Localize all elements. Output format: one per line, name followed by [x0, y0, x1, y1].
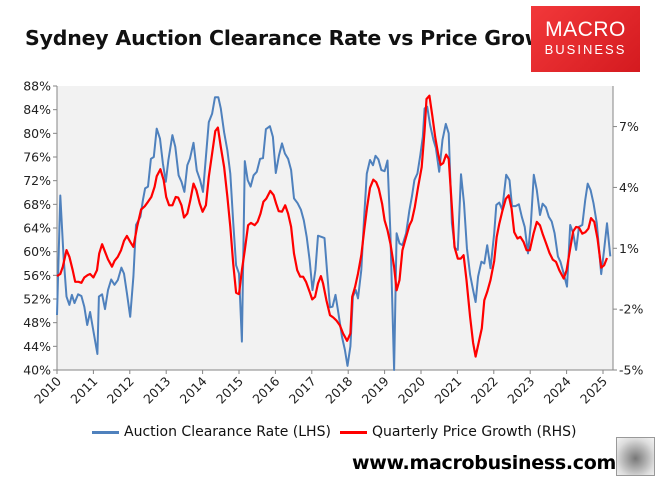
x-tick-label: 2018	[322, 373, 355, 406]
wolf-logo-image	[616, 437, 655, 476]
right-tick-label: -2%	[619, 302, 643, 317]
series-lines	[56, 94, 612, 371]
x-tick-label: 2020	[395, 373, 428, 406]
legend-item-clearance-rate: Auction Clearance Rate (LHS)	[92, 424, 331, 440]
left-tick-label: 60%	[23, 244, 51, 259]
left-tick-label: 84%	[23, 102, 51, 117]
legend-label: Quarterly Price Growth (RHS)	[372, 424, 577, 440]
macrobusiness-logo: MACRO BUSINESS	[531, 6, 640, 72]
left-tick-label: 52%	[23, 292, 51, 307]
x-tick-label: 2024	[541, 373, 574, 406]
x-tick-label: 2021	[431, 374, 464, 407]
price-growth-line	[56, 94, 609, 358]
x-tick-label: 2010	[31, 373, 64, 406]
x-tick-label: 2025	[577, 374, 610, 407]
x-tick-label: 2019	[359, 373, 392, 406]
x-tick-label: 2014	[177, 373, 210, 406]
right-tick-label: -5%	[619, 363, 643, 378]
left-tick-label: 72%	[23, 173, 51, 188]
x-tick-label: 2023	[504, 374, 537, 407]
x-tick-label: 2017	[286, 374, 319, 407]
left-tick-label: 68%	[23, 197, 51, 212]
x-tick-label: 2013	[140, 374, 173, 407]
left-tick-label: 40%	[23, 363, 51, 378]
left-tick-label: 56%	[23, 268, 51, 283]
right-tick-label: 1%	[619, 241, 639, 256]
left-tick-label: 44%	[23, 339, 51, 354]
legend-item-price-growth: Quarterly Price Growth (RHS)	[340, 424, 577, 440]
x-tick-label: 2016	[249, 373, 282, 406]
clearance-rate-line	[56, 96, 612, 371]
left-tick-label: 76%	[23, 150, 51, 165]
x-tick-label: 2011	[67, 374, 100, 407]
right-tick-label: 7%	[619, 119, 639, 134]
logo-line-1: MACRO	[545, 18, 626, 41]
logo-line-2: BUSINESS	[544, 42, 627, 57]
left-tick-label: 48%	[23, 315, 51, 330]
left-tick-label: 64%	[23, 221, 51, 236]
legend-label: Auction Clearance Rate (LHS)	[124, 424, 331, 440]
plot-area	[57, 86, 613, 370]
left-tick-label: 88%	[23, 79, 51, 94]
right-tick-label: 4%	[619, 180, 639, 195]
legend-swatch-red	[340, 430, 367, 434]
legend-swatch-blue	[92, 430, 119, 434]
x-tick-label: 2015	[213, 374, 246, 407]
website-url[interactable]: www.macrobusiness.com.au	[352, 452, 649, 474]
left-tick-label: 80%	[23, 126, 51, 141]
x-tick-label: 2022	[468, 374, 501, 407]
chart-title: Sydney Auction Clearance Rate vs Price G…	[25, 26, 568, 50]
x-tick-label: 2012	[104, 374, 137, 407]
